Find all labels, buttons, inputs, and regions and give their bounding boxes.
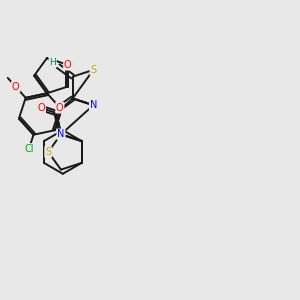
Text: N: N [57, 129, 64, 139]
Text: H: H [49, 58, 56, 67]
Text: O: O [12, 82, 20, 92]
Text: O: O [56, 103, 64, 113]
Text: Cl: Cl [24, 144, 34, 154]
Text: O: O [38, 103, 45, 113]
Text: S: S [90, 65, 96, 75]
Text: S: S [45, 147, 51, 157]
Text: N: N [90, 100, 97, 110]
Text: O: O [64, 60, 71, 70]
